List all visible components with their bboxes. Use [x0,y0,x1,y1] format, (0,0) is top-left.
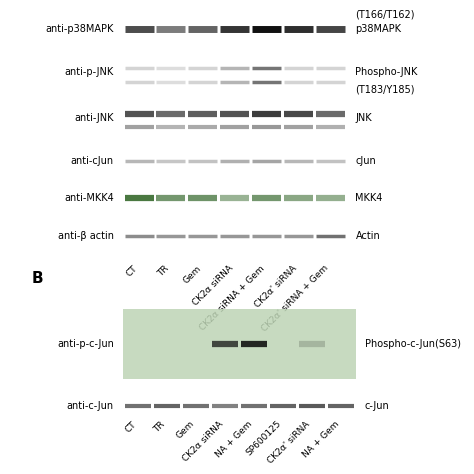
Text: CK2α siRNA: CK2α siRNA [191,264,235,308]
Text: TR: TR [152,419,167,434]
Text: CT: CT [123,419,138,434]
Text: TR: TR [156,264,171,278]
Text: B: B [32,271,44,286]
Text: p38MAPK: p38MAPK [356,25,401,35]
Text: Gem: Gem [174,419,196,441]
Text: c-Jun: c-Jun [365,401,390,411]
Text: Phospho-JNK: Phospho-JNK [356,67,418,77]
Text: NA + Gem: NA + Gem [301,419,341,459]
Text: SP600125: SP600125 [245,419,283,458]
Text: anti-β actin: anti-β actin [58,231,114,241]
Text: anti-JNK: anti-JNK [74,113,114,123]
Text: CK2α siRNA: CK2α siRNA [181,419,225,463]
Text: (T183/Y185): (T183/Y185) [356,85,415,95]
Text: CK2α' siRNA + Gem: CK2α' siRNA + Gem [260,264,330,334]
Text: CT: CT [125,264,139,278]
Text: (T166/T162): (T166/T162) [356,10,415,20]
Text: anti-MKK4: anti-MKK4 [64,193,114,203]
Text: CK2α siRNA + Gem: CK2α siRNA + Gem [198,264,266,332]
Text: anti-p-c-Jun: anti-p-c-Jun [57,339,114,349]
Text: CK2α' siRNA: CK2α' siRNA [266,419,312,465]
Bar [123,309,356,379]
Text: Actin: Actin [356,231,380,241]
Text: anti-p38MAPK: anti-p38MAPK [46,25,114,35]
Text: cJun: cJun [356,155,376,166]
Text: anti-p-JNK: anti-p-JNK [64,67,114,77]
Text: anti-c-Jun: anti-c-Jun [67,401,114,411]
Text: anti-cJun: anti-cJun [71,155,114,166]
Text: NA + Gem: NA + Gem [214,419,254,459]
Text: CK2α' siRNA: CK2α' siRNA [253,264,298,310]
Text: MKK4: MKK4 [356,193,383,203]
Text: Gem: Gem [182,264,203,285]
Text: Phospho-c-Jun(S63): Phospho-c-Jun(S63) [365,339,461,349]
Text: JNK: JNK [356,113,372,123]
